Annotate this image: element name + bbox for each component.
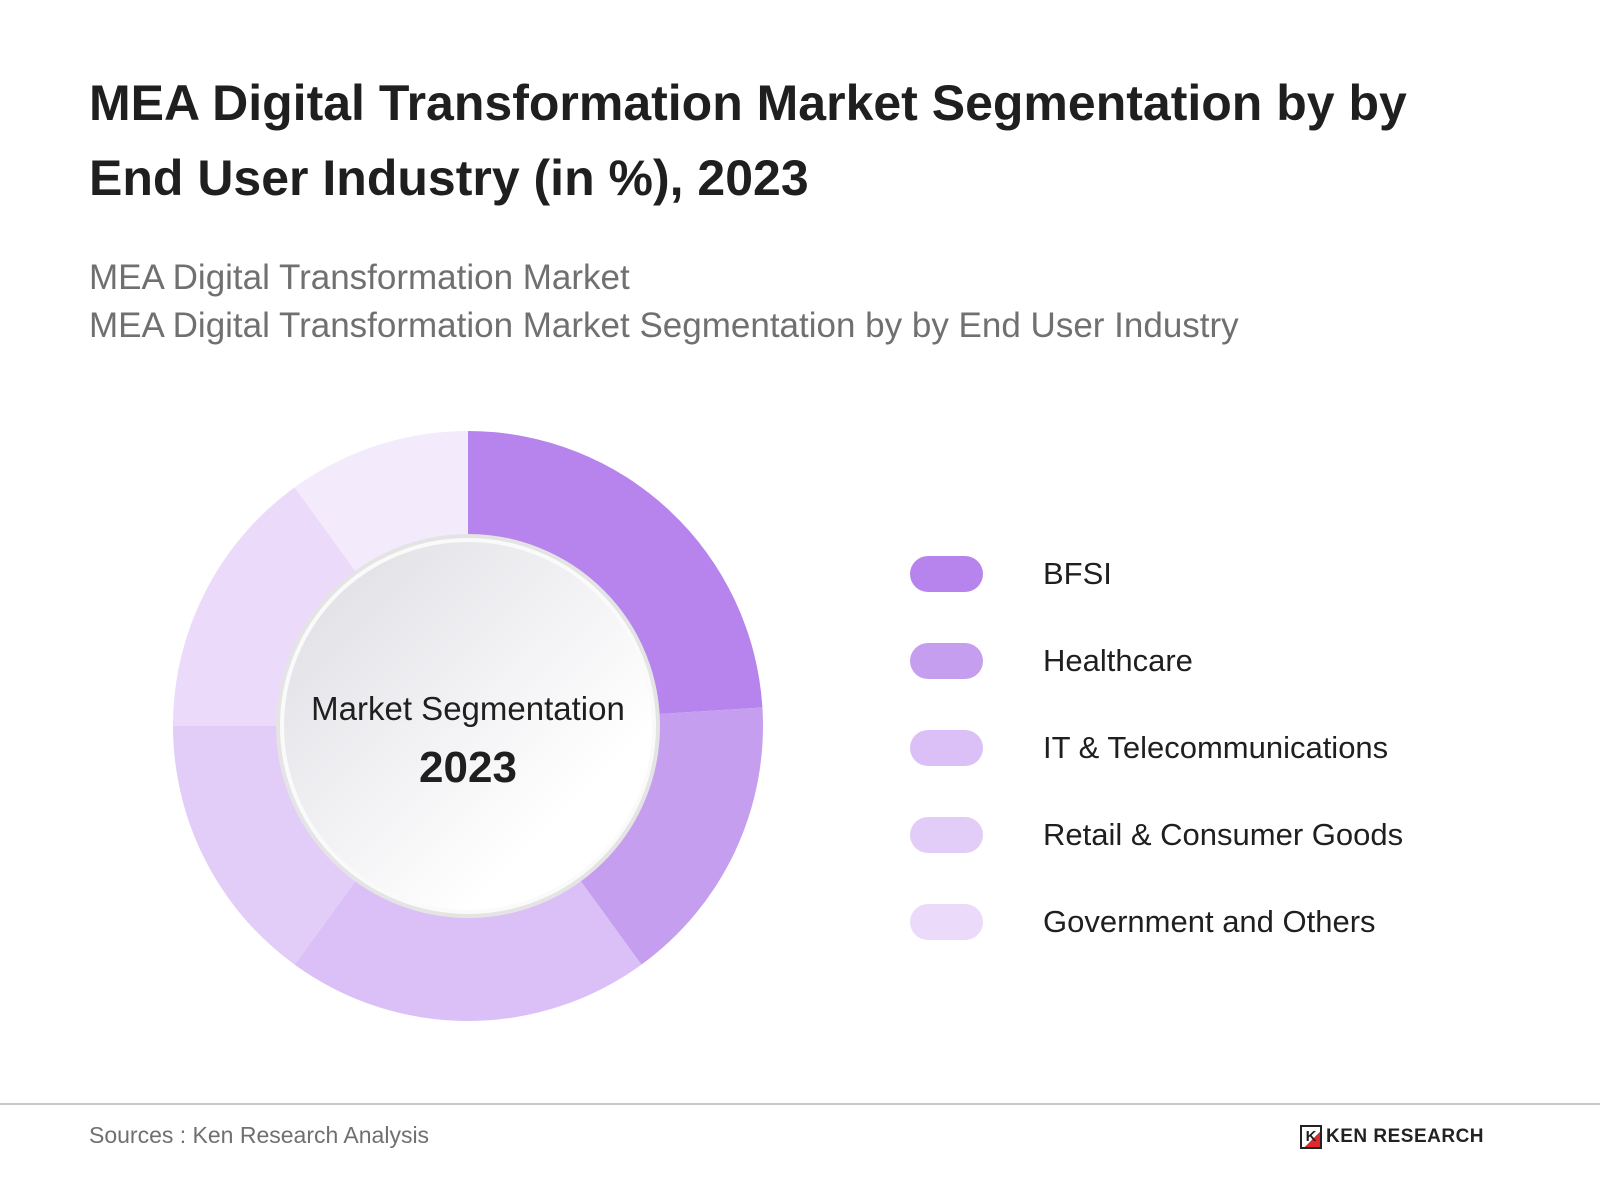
legend-item: Retail & Consumer Goods: [910, 791, 1403, 878]
subtitle-segmentation: MEA Digital Transformation Market Segmen…: [89, 306, 1239, 345]
center-year: 2023: [419, 743, 517, 792]
logo-k-icon: K: [1300, 1125, 1322, 1149]
slice-bfsi: [468, 431, 763, 717]
donut-center-fill: [284, 542, 652, 910]
legend-swatch: [910, 642, 983, 679]
legend-label: BFSI: [1043, 555, 1112, 591]
legend-item: Healthcare: [910, 617, 1403, 704]
legend-label: Government and Others: [1043, 903, 1376, 939]
legend-swatch: [910, 555, 983, 592]
legend-item: Government and Others: [910, 878, 1403, 965]
legend-swatch: [910, 903, 983, 940]
legend-label: Retail & Consumer Goods: [1043, 816, 1404, 852]
legend-label: Healthcare: [1043, 642, 1193, 678]
logo-text: KEN RESEARCH: [1326, 1126, 1485, 1147]
ken-research-logo: K KEN RESEARCH: [1300, 1125, 1484, 1149]
chart-title: MEA Digital Transformation Market Segmen…: [89, 75, 1407, 206]
slice-healthcare: [556, 707, 763, 965]
legend-item: BFSI: [910, 530, 1403, 617]
center-label: Market Segmentation: [311, 690, 625, 727]
legend: BFSI Healthcare IT & Telecommunications Ret…: [910, 530, 1403, 965]
source-note: Sources : Ken Research Analysis: [89, 1122, 430, 1148]
subtitle-market: MEA Digital Transformation Market: [89, 258, 630, 297]
legend-swatch: [910, 816, 983, 853]
legend-item: IT & Telecommunications: [910, 704, 1403, 791]
legend-swatch: [910, 729, 983, 766]
legend-label: IT & Telecommunications: [1043, 729, 1389, 765]
footer-divider: [0, 1103, 1600, 1105]
